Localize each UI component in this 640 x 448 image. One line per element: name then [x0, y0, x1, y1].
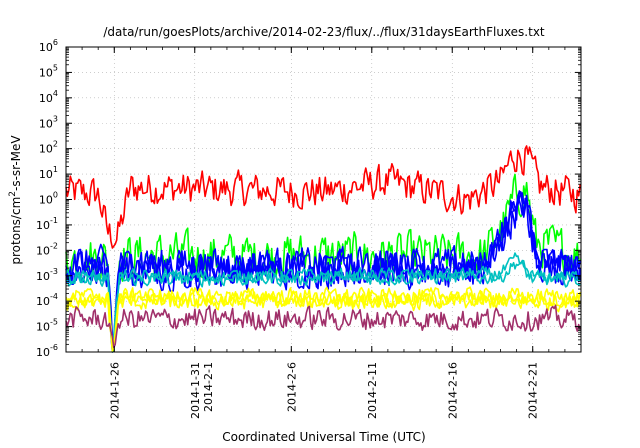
- y-tick-label: 105: [39, 63, 58, 79]
- chart-title: /data/run/goesPlots/archive/2014-02-23/f…: [103, 25, 545, 39]
- x-tick-labels: 2014-1-26 2014-1-31 2014-2-1 2014-2-6 2014-2…: [108, 362, 539, 419]
- y-tick-label: 10-6: [36, 343, 58, 359]
- series-line: [65, 252, 581, 352]
- y-tick-base: 10: [36, 270, 50, 283]
- x-tick-label: 2014-2-21: [527, 362, 540, 419]
- ticks: [65, 46, 582, 353]
- y-tick-label: 103: [39, 114, 58, 130]
- series-2: [65, 190, 581, 353]
- y-tick-base: 10: [39, 66, 53, 79]
- y-tick-labels: 10-610-510-410-310-210-11001011021031041…: [36, 38, 58, 359]
- y-tick-base: 10: [36, 321, 50, 334]
- y-tick-label: 106: [39, 38, 58, 54]
- x-tick-label: 2014-2-6: [285, 362, 298, 412]
- y-tick-base: 10: [36, 244, 50, 257]
- y-tick-base: 10: [39, 117, 53, 130]
- y-tick-label: 10-1: [36, 216, 58, 232]
- y-tick-label: 100: [39, 191, 58, 207]
- x-tick-label: 2014-2-1: [202, 362, 215, 412]
- series-5: [65, 304, 581, 349]
- y-axis-label-pre: protons/cm: [9, 197, 23, 265]
- series-0: [65, 145, 581, 249]
- series-3: [65, 252, 581, 352]
- y-tick-exponent: -2: [50, 241, 58, 250]
- y-tick-base: 10: [36, 295, 50, 308]
- y-tick-label: 102: [39, 140, 58, 156]
- y-tick-label: 10-5: [36, 318, 58, 334]
- series-4: [65, 286, 581, 352]
- y-tick-exponent: 3: [53, 114, 58, 123]
- y-tick-exponent: -1: [50, 216, 58, 225]
- x-tick-label: 2014-1-26: [108, 362, 121, 419]
- y-tick-exponent: 0: [53, 191, 58, 200]
- series-line: [65, 195, 581, 342]
- y-tick-exponent: -4: [50, 292, 58, 301]
- series-line: [65, 286, 581, 352]
- y-tick-base: 10: [39, 194, 53, 207]
- y-tick-base: 10: [39, 41, 53, 54]
- y-tick-label: 10-3: [36, 267, 58, 283]
- x-axis-label: Coordinated Universal Time (UTC): [222, 430, 425, 444]
- x-tick-label: 2014-1-31: [189, 362, 202, 419]
- series-line: [65, 145, 581, 249]
- y-tick-base: 10: [39, 143, 53, 156]
- y-tick-exponent: 2: [53, 140, 58, 149]
- y-tick-exponent: -6: [50, 343, 58, 352]
- y-tick-base: 10: [36, 346, 50, 359]
- y-tick-exponent: 6: [53, 38, 58, 47]
- y-tick-label: 101: [39, 165, 58, 181]
- y-tick-exponent: -5: [50, 318, 58, 327]
- x-tick-label: 2014-2-11: [366, 362, 379, 419]
- y-axis-label-post: -s-sr-MeV: [9, 135, 23, 191]
- series-layer: [65, 145, 581, 353]
- x-tick-label: 2014-2-16: [446, 362, 459, 419]
- y-tick-exponent: -3: [50, 267, 58, 276]
- y-tick-label: 104: [39, 89, 58, 105]
- y-tick-exponent: 5: [53, 63, 58, 72]
- y-axis-label-sup: 2: [8, 191, 18, 197]
- y-tick-label: 10-4: [36, 292, 58, 308]
- y-tick-base: 10: [36, 219, 50, 232]
- y-tick-base: 10: [39, 168, 53, 181]
- y-tick-exponent: 4: [53, 89, 58, 98]
- y-axis-label: protons/cm2-s-sr-MeV: [8, 135, 23, 265]
- series-line: [65, 304, 581, 349]
- y-tick-label: 10-2: [36, 241, 58, 257]
- y-tick-base: 10: [39, 92, 53, 105]
- y-tick-exponent: 1: [53, 165, 58, 174]
